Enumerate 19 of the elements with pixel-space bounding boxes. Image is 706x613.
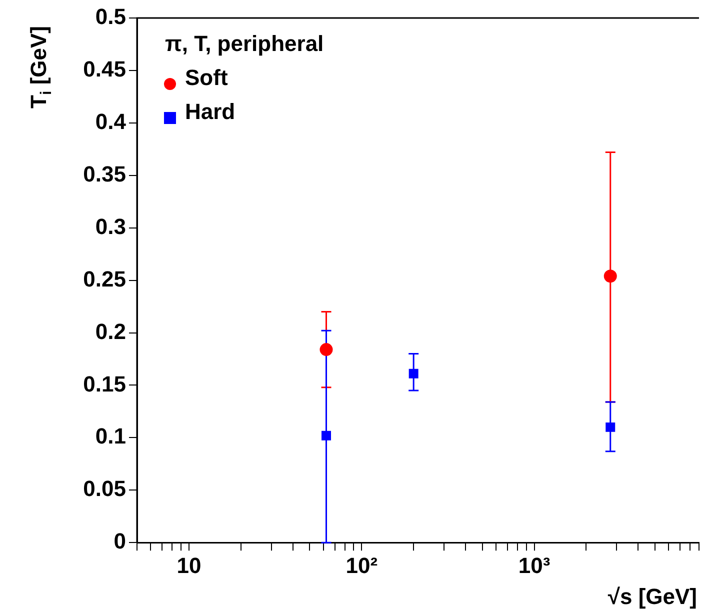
- y-tick-label: 0.05: [83, 476, 126, 502]
- y-tick-label: 0.45: [83, 56, 126, 82]
- x-tick-label: 10: [176, 552, 202, 578]
- y-axis-title: Ti [GeV]: [26, 26, 55, 108]
- y-tick-label: 0.35: [83, 161, 126, 186]
- y-tick-label: 0.1: [95, 424, 126, 449]
- y-tick-label: 0.25: [83, 266, 126, 292]
- y-tick-label: 0: [114, 528, 126, 554]
- y-tick-label: 0.3: [95, 214, 126, 239]
- x-tick-label: 10³: [518, 552, 550, 578]
- legend-label: Soft: [185, 65, 228, 90]
- legend-title: π, T, peripheral: [165, 31, 324, 56]
- y-tick-label: 0.2: [95, 318, 126, 344]
- y-tick-label: 0.5: [95, 4, 126, 30]
- y-tick-label: 0.4: [95, 108, 127, 134]
- legend-label: Hard: [185, 99, 236, 124]
- x-tick-label: 10²: [346, 552, 378, 578]
- y-tick-label: 0.15: [83, 371, 126, 396]
- x-axis-title: √s [GeV]: [608, 584, 698, 610]
